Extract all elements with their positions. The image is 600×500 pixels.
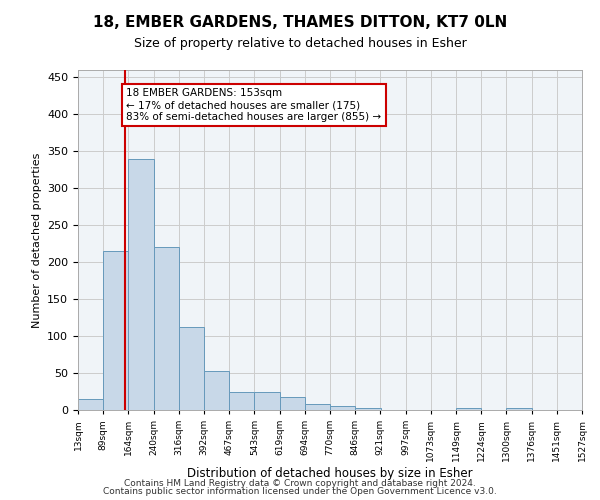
Bar: [305, 404, 330, 410]
Bar: [204, 371, 229, 410]
Bar: [128, 158, 154, 410]
Bar: [456, 408, 481, 410]
Text: 18, EMBER GARDENS, THAMES DITTON, KT7 0LN: 18, EMBER GARDENS, THAMES DITTON, KT7 0L…: [93, 15, 507, 30]
Bar: [179, 327, 204, 410]
Bar: [229, 392, 254, 410]
Bar: [154, 248, 179, 410]
Text: 18 EMBER GARDENS: 153sqm
← 17% of detached houses are smaller (175)
83% of semi-: 18 EMBER GARDENS: 153sqm ← 17% of detach…: [126, 88, 382, 122]
Bar: [330, 406, 355, 410]
Bar: [355, 408, 380, 410]
Y-axis label: Number of detached properties: Number of detached properties: [32, 152, 41, 328]
X-axis label: Distribution of detached houses by size in Esher: Distribution of detached houses by size …: [187, 466, 473, 479]
Text: Contains public sector information licensed under the Open Government Licence v3: Contains public sector information licen…: [103, 487, 497, 496]
Bar: [254, 392, 280, 410]
Text: Contains HM Land Registry data © Crown copyright and database right 2024.: Contains HM Land Registry data © Crown c…: [124, 478, 476, 488]
Bar: [280, 396, 305, 410]
Bar: [78, 399, 103, 410]
Bar: [506, 408, 532, 410]
Bar: [103, 251, 128, 410]
Text: Size of property relative to detached houses in Esher: Size of property relative to detached ho…: [134, 38, 466, 51]
